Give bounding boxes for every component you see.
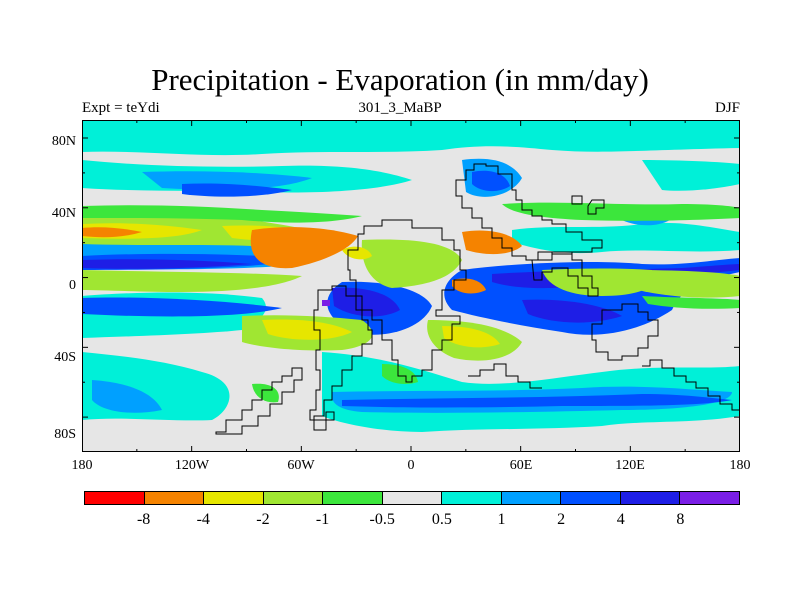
colorbar-label: 4 — [616, 511, 625, 528]
colorbar-label: 0.5 — [431, 511, 452, 528]
colorbar-box — [262, 492, 323, 504]
ytick-label-80s: 80S — [54, 427, 76, 442]
coastlines — [215, 163, 740, 435]
run-label: 301_3_MaBP — [358, 100, 442, 116]
colorbar-box — [322, 492, 382, 504]
plot-title: Precipitation - Evaporation (in mm/day) — [151, 62, 649, 97]
colorbar-box — [143, 492, 204, 504]
xtick-label-120w: 120W — [174, 458, 210, 473]
colorbar — [84, 491, 740, 505]
colorbar-box — [619, 492, 680, 504]
colorbar-box — [560, 492, 620, 504]
colorbar-box — [85, 492, 144, 504]
colorbar-box — [441, 492, 501, 504]
map-frame — [82, 120, 740, 452]
colorbar-label: -8 — [136, 511, 151, 528]
colorbar-box — [203, 492, 263, 504]
xtick-label-120e: 120E — [615, 458, 645, 473]
experiment-label: Expt = teYdi — [82, 100, 160, 116]
colorbar-label: -2 — [256, 511, 270, 528]
xtick-label-180w: 180 — [71, 458, 93, 473]
ytick-label-40s: 40S — [54, 350, 76, 365]
colorbar-label: -0.5 — [369, 511, 395, 528]
xtick-label-0: 0 — [407, 458, 415, 473]
ytick-label-0: 0 — [69, 278, 76, 293]
xtick-label-60e: 60E — [509, 458, 533, 473]
colorbar-label: -1 — [315, 511, 330, 528]
colorbar-label: -4 — [196, 511, 210, 528]
colorbar-box — [500, 492, 561, 504]
colorbar-box — [381, 492, 442, 504]
colorbar-box — [679, 492, 740, 504]
colorbar-label: 8 — [676, 511, 685, 528]
ytick-label-40n: 40N — [51, 206, 76, 221]
xtick-label-60w: 60W — [287, 458, 315, 473]
pe-map — [82, 120, 740, 452]
colorbar-label: 1 — [497, 511, 506, 528]
ytick-label-80n: 80N — [51, 134, 76, 149]
colorbar-label: 2 — [557, 511, 566, 528]
map-canvas — [82, 120, 740, 452]
season-label: DJF — [714, 100, 740, 116]
xtick-label-180e: 180 — [729, 458, 751, 473]
